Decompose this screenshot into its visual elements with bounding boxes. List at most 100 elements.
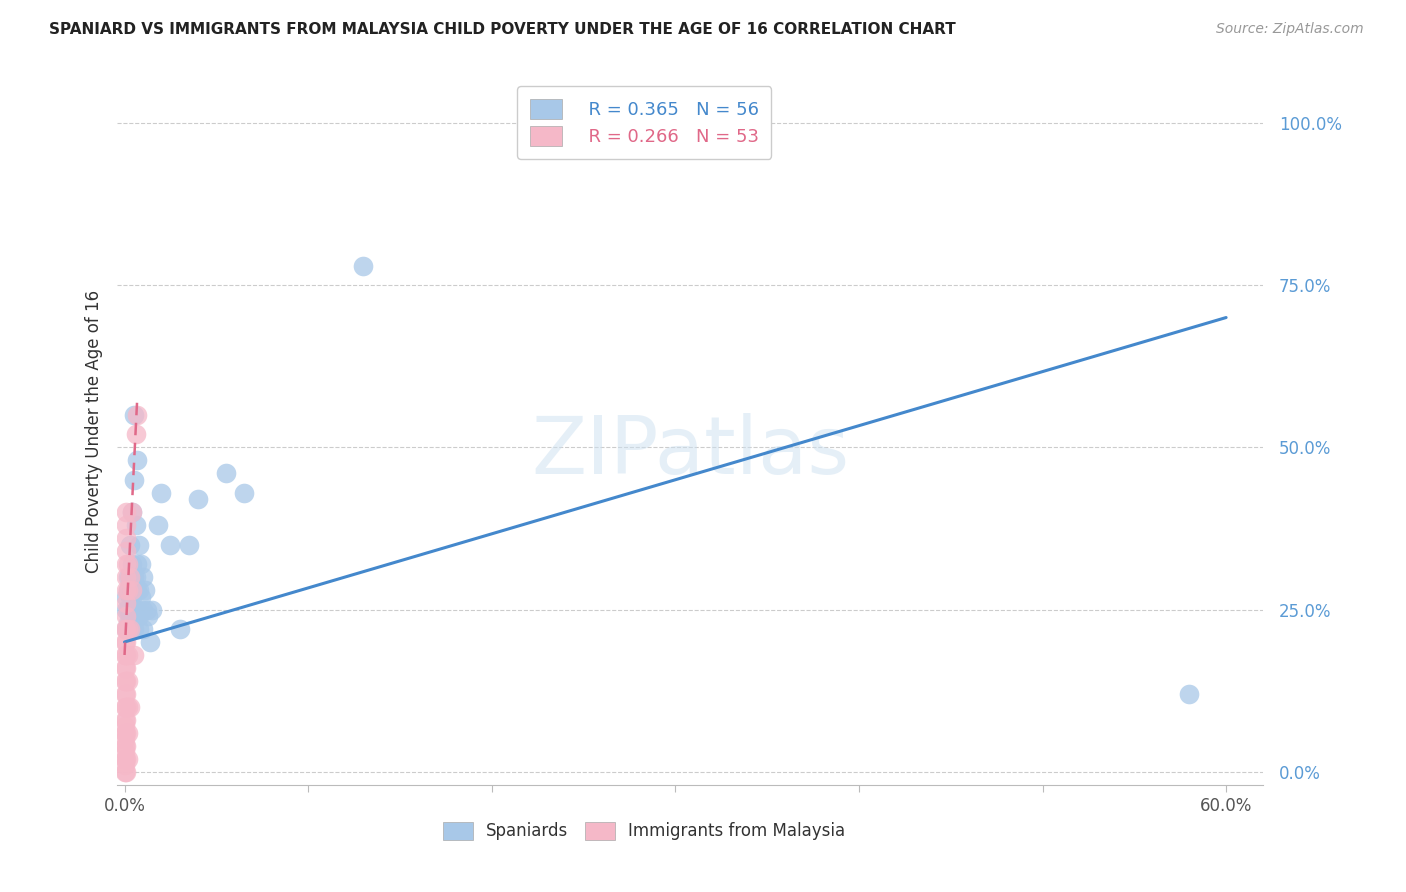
Point xyxy=(169,622,191,636)
Point xyxy=(114,764,136,779)
Point xyxy=(118,538,141,552)
Point xyxy=(114,661,136,675)
Point xyxy=(114,673,136,688)
Point xyxy=(118,590,141,604)
Point xyxy=(118,570,141,584)
Point xyxy=(114,635,136,649)
Text: Source: ZipAtlas.com: Source: ZipAtlas.com xyxy=(1216,22,1364,37)
Point xyxy=(115,596,138,610)
Point xyxy=(214,467,236,481)
Point xyxy=(128,609,150,624)
Point xyxy=(122,583,145,598)
Point xyxy=(187,492,209,507)
Point xyxy=(115,583,138,598)
Point xyxy=(114,758,136,772)
Point xyxy=(232,485,254,500)
Point xyxy=(121,505,143,519)
Point xyxy=(115,531,138,545)
Point xyxy=(115,590,138,604)
Point xyxy=(118,622,141,636)
Point xyxy=(129,590,152,604)
Point xyxy=(128,622,150,636)
Point xyxy=(115,518,138,533)
Point xyxy=(121,590,143,604)
Point xyxy=(139,635,162,649)
Point xyxy=(115,544,138,558)
Point xyxy=(122,473,145,487)
Point xyxy=(114,699,136,714)
Point xyxy=(135,602,157,616)
Point xyxy=(117,752,139,766)
Point xyxy=(177,538,200,552)
Point xyxy=(115,557,138,571)
Point xyxy=(117,570,139,584)
Point xyxy=(114,739,136,753)
Point xyxy=(117,615,139,630)
Point xyxy=(117,622,139,636)
Legend:   R = 0.365   N = 56,   R = 0.266   N = 53: R = 0.365 N = 56, R = 0.266 N = 53 xyxy=(517,87,772,159)
Point xyxy=(122,648,145,662)
Point xyxy=(121,609,143,624)
Point xyxy=(138,609,160,624)
Point xyxy=(127,583,149,598)
Point xyxy=(124,602,146,616)
Point xyxy=(115,687,138,701)
Point xyxy=(115,622,138,636)
Point xyxy=(121,557,143,571)
Point xyxy=(118,622,141,636)
Point xyxy=(124,570,146,584)
Point xyxy=(115,661,138,675)
Point xyxy=(115,673,138,688)
Point xyxy=(114,752,136,766)
Point xyxy=(114,687,136,701)
Point xyxy=(117,583,139,598)
Point xyxy=(115,713,138,727)
Point xyxy=(127,557,149,571)
Point xyxy=(132,622,155,636)
Point xyxy=(115,699,138,714)
Point xyxy=(128,538,150,552)
Text: ZIPatlas: ZIPatlas xyxy=(531,413,849,491)
Point xyxy=(132,570,155,584)
Point xyxy=(115,609,138,624)
Point xyxy=(352,259,374,273)
Point xyxy=(115,602,138,616)
Point xyxy=(118,699,141,714)
Point xyxy=(127,453,149,467)
Point xyxy=(117,648,139,662)
Point xyxy=(122,408,145,422)
Point xyxy=(128,583,150,598)
Point xyxy=(122,570,145,584)
Point xyxy=(124,518,146,533)
Point xyxy=(127,602,149,616)
Point xyxy=(118,609,141,624)
Point xyxy=(124,427,146,442)
Point xyxy=(115,635,138,649)
Point xyxy=(121,505,143,519)
Point xyxy=(121,583,143,598)
Point xyxy=(114,732,136,747)
Point xyxy=(115,648,138,662)
Point xyxy=(1178,687,1201,701)
Point xyxy=(115,764,138,779)
Point xyxy=(114,648,136,662)
Point xyxy=(115,570,138,584)
Point xyxy=(132,602,155,616)
Point xyxy=(117,622,139,636)
Point xyxy=(146,518,169,533)
Point xyxy=(114,745,136,759)
Point xyxy=(115,752,138,766)
Point xyxy=(117,602,139,616)
Point xyxy=(115,622,138,636)
Point xyxy=(115,505,138,519)
Point xyxy=(117,557,139,571)
Point xyxy=(114,622,136,636)
Point xyxy=(122,622,145,636)
Point xyxy=(114,713,136,727)
Point xyxy=(159,538,181,552)
Point xyxy=(114,726,136,740)
Y-axis label: Child Poverty Under the Age of 16: Child Poverty Under the Age of 16 xyxy=(86,290,103,573)
Point xyxy=(122,609,145,624)
Point xyxy=(141,602,163,616)
Point xyxy=(127,408,149,422)
